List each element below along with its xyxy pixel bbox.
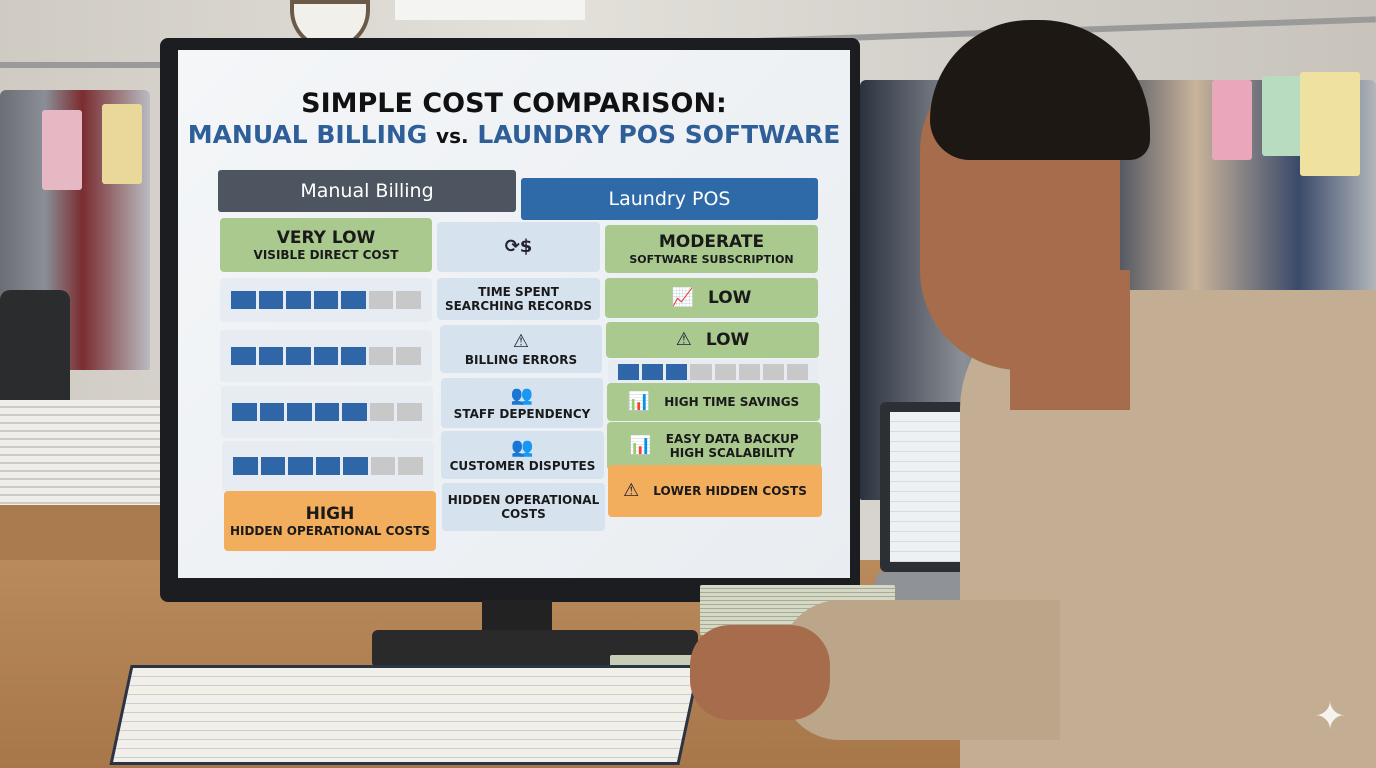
pos-hidden-costs: ⚠ LOWER HIDDEN COSTS [608, 465, 822, 517]
value: LOW [705, 329, 750, 350]
note: VISIBLE DIRECT COST [253, 248, 399, 262]
people-icon: 👥 [510, 385, 534, 406]
air-conditioner [395, 0, 585, 20]
value: HIGH [305, 503, 355, 524]
price-tag [42, 110, 82, 190]
note: HIDDEN OPERATIONAL COSTS [229, 524, 431, 538]
value: HIGH TIME SAVINGS [664, 394, 800, 409]
growth-chart-icon: 📊 [629, 435, 652, 457]
warning-icon: ⚠ [675, 329, 692, 351]
paper-stack [0, 400, 165, 510]
title-pos: LAUNDRY POS SOFTWARE [477, 120, 841, 149]
value: MODERATE [658, 232, 765, 253]
pos-scalability: 📊 EASY DATA BACKUP HIGH SCALABILITY [607, 422, 821, 470]
infographic-subtitle: MANUAL BILLING vs. LAUNDRY POS SOFTWARE [178, 120, 850, 149]
factor-hidden-costs: HIDDEN OPERATIONAL COSTS [442, 483, 605, 531]
infographic-title: SIMPLE COST COMPARISON: [301, 88, 727, 119]
clothes-rack-left [0, 62, 160, 68]
sparkle-icon: ✦ [1314, 694, 1346, 738]
value: EASY DATA BACKUP [665, 431, 799, 446]
value: LOW [707, 287, 752, 308]
level-bar [232, 403, 423, 421]
value: VERY LOW [276, 227, 376, 248]
level-bar [231, 347, 422, 365]
label: BILLING ERRORS [464, 352, 578, 367]
manual-billing-errors [220, 330, 432, 382]
pos-search-time: 📈 LOW [605, 278, 818, 318]
factor-billing-errors: ⚠ BILLING ERRORS [440, 325, 602, 373]
man-hand [690, 625, 830, 720]
factor-staff-dependency: 👥 STAFF DEPENDENCY [441, 378, 603, 428]
level-bar [618, 364, 808, 380]
pos-billing-errors-bar [608, 360, 818, 384]
pos-time-savings: 📊 HIGH TIME SAVINGS [607, 383, 820, 421]
label: STAFF DEPENDENCY [453, 406, 591, 421]
header-laundry-pos: Laundry POS [521, 178, 818, 220]
value: LOWER HIDDEN COSTS [653, 483, 807, 498]
factor-direct-cost: ⟳$ [437, 222, 600, 272]
price-tag [1300, 72, 1360, 176]
label: CUSTOMER DISPUTES [449, 458, 596, 473]
ledger-book [109, 665, 701, 765]
pos-billing-errors: ⚠ LOW [606, 322, 819, 358]
pos-direct-cost: MODERATE SOFTWARE SUBSCRIPTION [605, 225, 818, 273]
price-tag [102, 104, 142, 184]
level-bar [233, 457, 424, 475]
header-manual-billing: Manual Billing [218, 170, 516, 212]
note: HIGH SCALABILITY [669, 446, 795, 460]
warning-icon: ⚠ [623, 480, 640, 502]
price-tag [1262, 76, 1302, 156]
price-tag [1212, 80, 1252, 160]
growth-chart-icon: 📊 [627, 391, 651, 413]
manual-customer-disputes [222, 441, 434, 491]
manual-staff-dependency [221, 386, 433, 438]
dollar-cycle-icon: ⟳$ [504, 236, 533, 258]
manual-direct-cost: VERY LOW VISIBLE DIRECT COST [220, 218, 432, 272]
manual-search-time [220, 278, 432, 322]
chart-search-icon: 📈 [671, 287, 694, 309]
manual-hidden-costs: HIGH HIDDEN OPERATIONAL COSTS [224, 491, 436, 551]
title-vs: vs. [436, 124, 469, 148]
level-bar [231, 291, 422, 309]
factor-search-time: TIME SPENT SEARCHING RECORDS [437, 278, 600, 320]
factor-customer-disputes: 👥 CUSTOMER DISPUTES [441, 431, 604, 479]
people-icon: 👥 [511, 437, 534, 458]
title-manual: MANUAL BILLING [187, 120, 428, 149]
warning-icon: ⚠ [512, 331, 530, 352]
note: SOFTWARE SUBSCRIPTION [629, 252, 794, 266]
